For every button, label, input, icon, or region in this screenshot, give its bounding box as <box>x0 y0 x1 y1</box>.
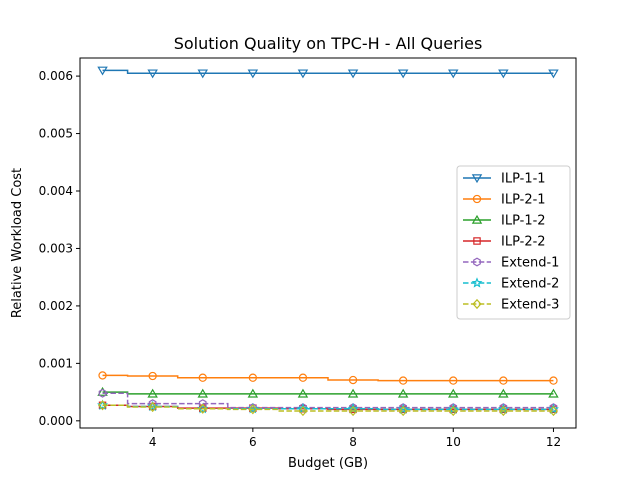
data-point-marker <box>197 388 208 398</box>
data-point-marker <box>348 405 358 417</box>
y-tick-label: 0.002 <box>39 299 73 313</box>
x-tick-label: 4 <box>149 435 157 449</box>
x-tick-label: 8 <box>349 435 357 449</box>
data-point-marker <box>298 373 308 382</box>
legend-label: Extend-2 <box>501 277 559 292</box>
data-point-marker <box>97 386 108 396</box>
data-point-marker <box>297 388 309 398</box>
legend-marker <box>473 237 481 245</box>
data-point-marker <box>247 388 259 398</box>
data-point-marker <box>448 388 459 398</box>
data-point-marker <box>498 405 508 417</box>
y-axis-label: Relative Workload Cost <box>10 168 25 318</box>
legend-entry: ILP-2-1 <box>463 193 546 208</box>
data-point-marker <box>547 403 559 414</box>
legend-entry: ILP-2-2 <box>463 235 546 250</box>
legend-label: ILP-2-2 <box>501 235 546 250</box>
data-point-marker <box>499 376 508 385</box>
y-tick-label: 0.001 <box>39 356 73 370</box>
legend-marker <box>472 194 482 204</box>
legend-entry: Extend-2 <box>463 277 559 292</box>
series-line <box>102 404 554 412</box>
data-point-marker <box>97 400 108 411</box>
series-extend-3 <box>97 400 559 417</box>
legend-marker <box>471 214 483 224</box>
data-point-marker <box>397 403 409 414</box>
data-point-marker <box>548 388 559 398</box>
data-point-marker <box>397 69 409 79</box>
legend-marker <box>472 298 482 310</box>
y-axis: 0.000 0.001 0.002 0.003 0.004 0.005 0.006 <box>39 69 80 428</box>
y-tick-label: 0.004 <box>39 184 73 198</box>
legend-label: Extend-3 <box>501 298 559 313</box>
legend-entry: ILP-1-1 <box>463 172 546 187</box>
series-ilp-1-1 <box>97 66 559 79</box>
y-tick-label: 0.000 <box>39 414 73 428</box>
data-point-marker <box>449 376 458 385</box>
data-point-marker <box>398 376 408 385</box>
series-layer <box>97 66 559 417</box>
data-point-marker <box>347 388 359 398</box>
data-point-marker <box>147 69 158 79</box>
data-point-marker <box>498 69 509 79</box>
data-point-marker <box>198 403 208 414</box>
data-point-marker <box>347 69 359 79</box>
y-tick-label: 0.005 <box>39 127 73 141</box>
data-point-marker <box>198 399 207 409</box>
chart-title: Solution Quality on TPC-H - All Queries <box>174 34 483 53</box>
data-point-marker <box>548 405 559 417</box>
data-point-marker <box>248 404 258 415</box>
legend-marker <box>471 277 483 288</box>
data-point-marker <box>549 376 558 385</box>
legend-label: ILP-1-2 <box>501 214 546 229</box>
x-tick-label: 12 <box>546 435 561 449</box>
series-line <box>102 69 554 74</box>
legend-label: ILP-2-1 <box>501 193 546 208</box>
x-axis-label: Budget (GB) <box>288 456 368 471</box>
data-point-marker <box>98 388 107 398</box>
y-tick-label: 0.006 <box>39 69 73 83</box>
x-tick-label: 10 <box>446 435 461 449</box>
data-point-marker <box>247 69 259 79</box>
data-point-marker <box>147 388 158 398</box>
legend-entry: Extend-1 <box>463 256 559 271</box>
data-point-marker <box>247 402 259 414</box>
data-point-marker <box>148 401 158 413</box>
data-point-marker <box>298 405 308 417</box>
legend-entry: ILP-1-2 <box>463 214 546 229</box>
data-point-marker <box>248 373 258 382</box>
axes-frame <box>79 57 577 429</box>
y-tick-label: 0.003 <box>39 241 73 255</box>
series-ilp-2-1 <box>98 371 558 385</box>
legend: ILP-1-1 ILP-2-1 ILP-1-2 ILP-2-2 Extend-1 Exte… <box>456 165 571 320</box>
data-point-marker <box>147 400 159 412</box>
legend-entry: Extend-3 <box>463 298 559 313</box>
data-point-marker <box>297 69 309 79</box>
data-point-marker <box>548 69 559 79</box>
data-point-marker <box>148 371 157 381</box>
x-tick-label: 6 <box>249 435 257 449</box>
data-point-marker <box>448 405 458 417</box>
data-point-marker <box>498 388 509 398</box>
data-point-marker <box>397 388 409 398</box>
data-point-marker <box>448 69 459 79</box>
data-point-marker <box>248 403 257 413</box>
data-point-marker <box>97 66 108 76</box>
series-line <box>102 392 554 409</box>
data-point-marker <box>398 405 408 417</box>
data-point-marker <box>197 69 208 79</box>
data-point-marker <box>348 375 358 385</box>
legend-label: ILP-1-1 <box>501 172 546 187</box>
series-line <box>102 374 554 382</box>
legend-marker <box>471 174 483 184</box>
data-point-marker <box>198 373 207 382</box>
legend-marker <box>473 257 481 267</box>
legend-label: Extend-1 <box>501 256 559 271</box>
plot-area <box>97 66 559 417</box>
data-point-marker <box>98 371 107 380</box>
x-axis: 4 6 8 10 12 <box>149 428 561 449</box>
legend-frame <box>456 165 571 320</box>
